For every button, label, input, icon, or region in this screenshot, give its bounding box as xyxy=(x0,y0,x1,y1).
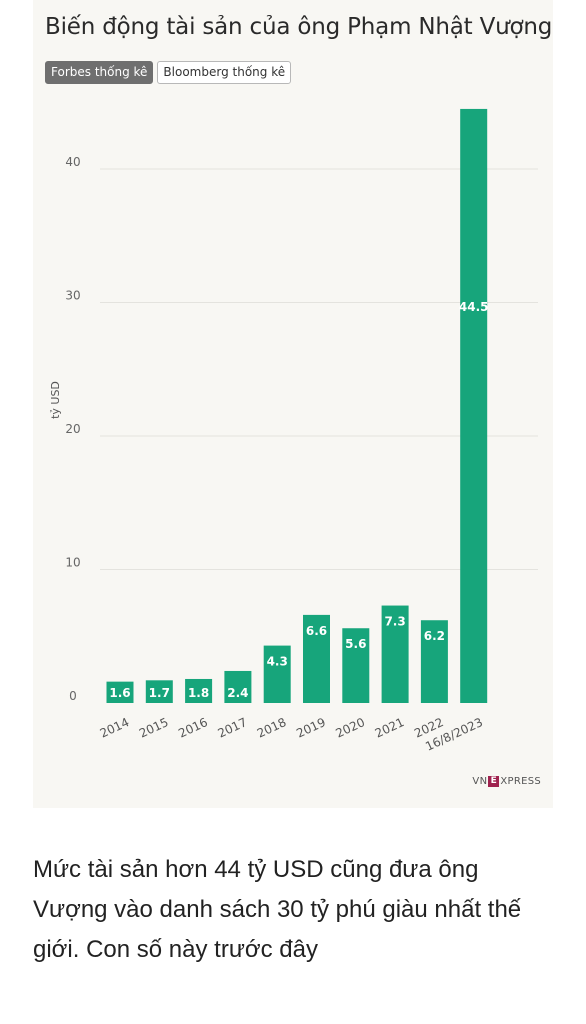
article-paragraph: Mức tài sản hơn 44 tỷ USD cũng đưa ông V… xyxy=(33,856,522,963)
bar xyxy=(381,605,409,703)
bar xyxy=(303,614,330,703)
bar xyxy=(185,678,213,703)
bar xyxy=(460,108,488,704)
bar-chart: 0 10 20 30 40 tỷ USD 1.6 2014 1.7 2015 1.8 2016 2.4 2… xyxy=(49,108,538,754)
x-tick-label: 2018 xyxy=(255,715,289,741)
x-tick-label: 2015 xyxy=(137,715,171,741)
data-label: 6.2 xyxy=(424,629,445,643)
bar xyxy=(342,628,370,703)
data-label: 1.6 xyxy=(109,686,130,700)
bar xyxy=(224,670,252,703)
tab-forbes[interactable]: Forbes thống kê xyxy=(45,61,154,84)
data-label: 4.3 xyxy=(267,655,288,669)
x-tick-label: 2020 xyxy=(333,715,367,741)
source-tabs: Forbes thống kê Bloomberg thống kê xyxy=(45,61,292,84)
data-label: 2.4 xyxy=(227,686,248,700)
x-tick-label: 2017 xyxy=(216,715,250,741)
y-tick-label: 30 xyxy=(65,289,80,303)
chart-title: Biến động tài sản của ông Phạm Nhật Vượn… xyxy=(45,14,553,40)
data-label: 5.6 xyxy=(345,637,366,651)
logo-prefix: VN xyxy=(472,776,488,787)
tab-bloomberg[interactable]: Bloomberg thống kê xyxy=(157,61,292,84)
x-tick-label: 2016 xyxy=(176,715,210,741)
x-tick-label: 2021 xyxy=(373,715,407,741)
logo-suffix: XPRESS xyxy=(500,776,541,787)
data-label: 1.7 xyxy=(149,686,170,700)
chart-card: Biến động tài sản của ông Phạm Nhật Vượn… xyxy=(33,0,553,808)
x-tick-label: 2019 xyxy=(294,715,328,741)
bar xyxy=(145,680,173,703)
y-tick-label: 40 xyxy=(65,155,80,169)
y-tick-label: 0 xyxy=(69,689,77,703)
data-label: 6.6 xyxy=(306,624,327,638)
logo-mark: E xyxy=(488,776,500,787)
y-tick-label: 20 xyxy=(65,422,80,436)
vnexpress-logo: VN E XPRESS xyxy=(472,776,541,787)
bar xyxy=(106,681,134,703)
data-label: 44.5 xyxy=(459,300,489,314)
data-label: 1.8 xyxy=(188,686,209,700)
y-axis-label: tỷ USD xyxy=(49,381,62,419)
y-tick-label: 10 xyxy=(65,556,80,570)
x-tick-label: 2014 xyxy=(98,715,132,741)
bar xyxy=(420,620,448,703)
data-label: 7.3 xyxy=(384,615,405,629)
bar xyxy=(263,645,291,703)
